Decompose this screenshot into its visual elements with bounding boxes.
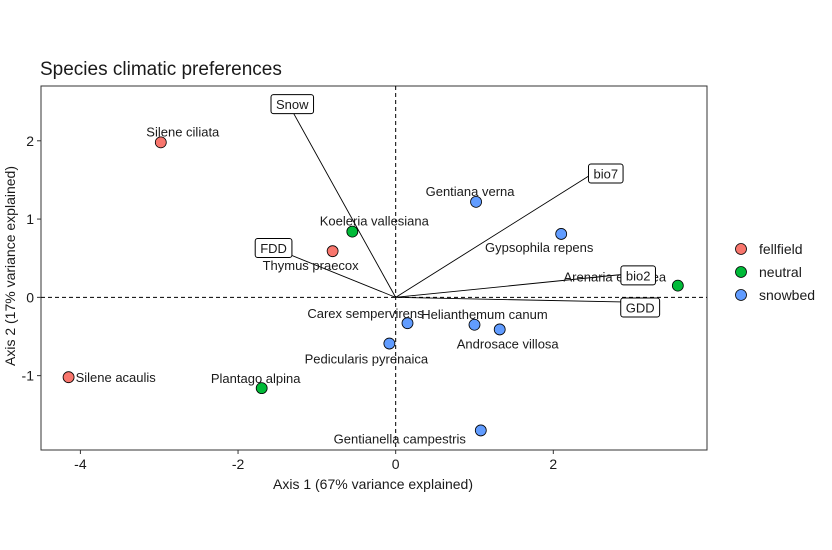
vector-label-box-bio7: [587, 163, 624, 184]
species-points: Silene ciliata Silene acaulis Thymus praec…: [62, 124, 684, 446]
point-label-silene-ciliata: Silene ciliata: [146, 124, 220, 139]
point-arenaria-erinacea: [671, 279, 684, 292]
x-tick-label: -2: [232, 456, 245, 472]
point-label-pedicularis-pyrenaica: Pedicularis pyrenaica: [305, 352, 429, 367]
x-axis-label: Axis 1 (67% variance explained): [273, 476, 473, 492]
vector-label-bio2: bio2: [626, 268, 651, 283]
plot-area: -4 -2 0 2 -1 0 1 2 Silene ciliata Silene acaulis T…: [22, 85, 708, 472]
vector-label-box-snow: [270, 94, 315, 115]
point-thymus-praecox: [326, 245, 339, 258]
point-label-thymus-praecox: Thymus praecox: [263, 258, 360, 273]
point-label-gentianella-campestris: Gentianella campestris: [334, 431, 467, 446]
point-label-androsace-villosa: Androsace villosa: [457, 336, 560, 351]
point-label-gypsophila-repens: Gypsophila repens: [485, 240, 594, 255]
vector-line-bio2: [395, 273, 629, 298]
vector-line-bio7: [395, 175, 590, 298]
point-koeleria-vallesiana: [346, 225, 359, 238]
point-plantago-alpina: [255, 382, 268, 395]
point-label-gentiana-verna: Gentiana verna: [426, 184, 516, 199]
point-gypsophila-repens: [555, 228, 568, 240]
legend-label-snowbed: snowbed: [759, 287, 815, 303]
vector-label-box-bio2: [620, 265, 656, 286]
legend-label-fellfield: fellfield: [759, 241, 803, 257]
legend: fellfield neutral snowbed: [735, 241, 815, 303]
vector-line-snow: [288, 105, 397, 298]
vector-label-snow: Snow: [276, 97, 309, 112]
point-androsace-villosa: [493, 323, 506, 336]
vector-label-gdd: GDD: [626, 301, 655, 316]
y-axis-label: Axis 2 (17% variance explained): [2, 166, 18, 366]
point-pedicularis-pyrenaica: [383, 337, 396, 350]
x-tick-label: -4: [74, 456, 87, 472]
point-helianthemum-canum: [468, 318, 481, 331]
y-tick-label: 1: [26, 211, 34, 227]
point-silene-ciliata: [154, 136, 167, 149]
point-silene-acaulis: [62, 371, 75, 384]
legend-label-neutral: neutral: [759, 264, 802, 280]
vector-line-gdd: [395, 296, 629, 303]
x-tick-label: 0: [392, 456, 400, 472]
vector-label-bio7: bio7: [593, 167, 618, 182]
vector-label-fdd: FDD: [260, 241, 287, 256]
point-label-koeleria-vallesiana: Koeleria vallesiana: [320, 214, 430, 229]
chart-title: Species climatic preferences: [40, 59, 282, 80]
point-gentiana-verna: [470, 195, 482, 208]
vector-label-box-gdd: [620, 297, 661, 318]
point-label-plantago-alpina: Plantago alpina: [211, 371, 301, 386]
point-label-carex-sempervirens: Carex sempervirens: [307, 306, 424, 321]
legend-key-neutral: [735, 266, 747, 278]
point-gentianella-campestris: [474, 424, 487, 437]
vector-label-box-fdd: [254, 237, 293, 258]
y-tick-label: -1: [22, 368, 35, 384]
plot-border: [40, 85, 708, 451]
point-carex-sempervirens: [401, 317, 414, 330]
y-tick-label: 2: [26, 133, 34, 149]
legend-key-fellfield: [735, 243, 747, 255]
legend-key-snowbed: [735, 289, 747, 301]
y-tick-label: 0: [26, 289, 34, 305]
point-label-helianthemum-canum: Helianthemum canum: [421, 307, 547, 322]
point-label-silene-acaulis: Silene acaulis: [76, 370, 157, 385]
x-tick-label: 2: [549, 456, 557, 472]
